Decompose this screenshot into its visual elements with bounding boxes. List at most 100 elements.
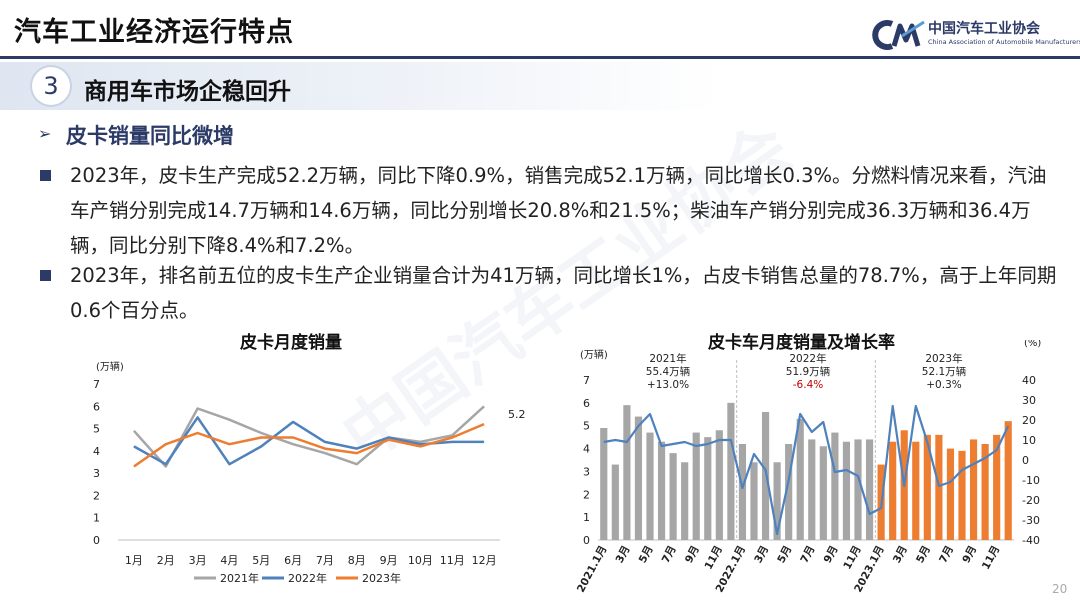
x-tick-label: 5月	[637, 544, 656, 565]
arrow-bullet-icon: ➢	[38, 124, 52, 143]
x-tick-label: 1月	[125, 554, 143, 567]
bar-2021-2022	[842, 441, 851, 540]
x-tick-label: 3月	[752, 544, 771, 565]
x-tick-label: 7月	[937, 544, 956, 565]
paragraph-production-sales: 2023年，皮卡生产完成52.2万辆，同比下降0.9%，销售完成52.1万辆，同…	[70, 164, 1047, 257]
x-tick-label: 5月	[252, 554, 270, 567]
bar-2023	[981, 444, 989, 540]
x-tick-label: 8月	[348, 554, 366, 567]
y-tick-label: 4	[93, 445, 100, 458]
bar-2021-2022	[808, 439, 816, 540]
x-tick-label: 9月	[380, 554, 398, 567]
page-number: 20	[1052, 582, 1068, 596]
x-tick-label: 11月	[703, 544, 725, 572]
y-tick-label: 7	[93, 378, 100, 391]
right-y-tick-label: -40	[1022, 534, 1040, 547]
legend-label: 2023年	[362, 571, 401, 585]
x-tick-label: 5月	[914, 544, 933, 565]
right-chart-title: 皮卡车月度销量及增长率	[708, 333, 895, 353]
legend-label: 2021年	[220, 571, 259, 585]
right-y-tick-label: 20	[1022, 414, 1036, 427]
bar-2021-2022	[865, 439, 874, 540]
y-axis-unit-label: (万辆)	[96, 360, 124, 373]
x-tick-label: 11月	[440, 554, 465, 567]
bar-2023	[969, 439, 978, 540]
left-y-tick-label: 7	[583, 374, 590, 387]
legend-label: 2022年	[288, 571, 327, 585]
x-tick-label: 3月	[891, 544, 910, 565]
annotation-rate: +0.3%	[926, 379, 961, 391]
bar-2023	[1004, 421, 1012, 540]
bar-2021-2022	[704, 437, 712, 540]
annotation-year: 2022年	[789, 352, 826, 365]
x-tick-label: 12月	[472, 554, 497, 567]
bar-2021-2022	[692, 432, 700, 540]
left-y-tick-label: 5	[583, 420, 590, 433]
x-tick-label: 11月	[980, 544, 1002, 572]
bar-2023	[946, 448, 955, 540]
brand-name: 中国汽车工业协会	[928, 21, 1040, 37]
annotation-total: 52.1万辆	[922, 365, 966, 378]
left-axis-unit-label: (万辆)	[580, 348, 608, 361]
x-tick-label: 9月	[822, 544, 841, 565]
monthly-sales-growth-bar-chart: (万辆) (%) 0 1 2 3 4 5 6 7 -40 -30 -20 -10 0 10 20 30 40 2021…	[575, 340, 1042, 594]
series-line-2023年	[133, 422, 485, 468]
right-y-tick-label: 0	[1022, 454, 1029, 467]
bar-2021-2022	[819, 446, 827, 540]
annotation-total: 55.4万辆	[646, 365, 690, 378]
bar-2021-2022	[611, 464, 619, 540]
annotation-total: 51.9万辆	[786, 365, 830, 378]
subsection-title: 皮卡销量同比微增	[66, 124, 234, 148]
bar-2021-2022	[773, 462, 781, 540]
square-bullet-icon	[40, 270, 51, 281]
y-tick-label: 0	[93, 534, 100, 547]
header-divider	[0, 56, 1080, 59]
left-y-tick-label: 3	[583, 465, 590, 478]
bar-2021-2022	[738, 444, 747, 540]
bar-2021-2022	[761, 412, 770, 540]
bar-2021-2022	[623, 405, 631, 540]
x-tick-label: 7月	[660, 544, 679, 565]
annotation-rate: +13.0%	[647, 379, 689, 391]
right-y-tick-label: 30	[1022, 394, 1036, 407]
y-tick-label: 5	[93, 423, 100, 436]
bar-2021-2022	[785, 444, 793, 540]
bar-2021-2022	[727, 402, 735, 540]
section-title: 商用车市场企稳回升	[84, 79, 291, 105]
bar-2021-2022	[831, 432, 839, 540]
right-y-tick-label: -20	[1022, 494, 1040, 507]
bar-2021-2022	[657, 441, 666, 540]
x-tick-label: 10月	[408, 554, 433, 567]
right-y-tick-label: -10	[1022, 474, 1040, 487]
bar-2021-2022	[854, 439, 862, 540]
bar-2023	[923, 434, 931, 540]
y-tick-label: 1	[93, 512, 100, 525]
section-number: 3	[32, 67, 70, 105]
left-y-tick-label: 4	[583, 443, 590, 456]
brand-english-name: China Association of Automobile Manufact…	[928, 38, 1080, 46]
x-tick-label: 7月	[798, 544, 817, 565]
x-tick-label: 5月	[775, 544, 794, 565]
bar-2023	[912, 441, 920, 540]
square-bullet-icon	[40, 170, 51, 181]
caam-logo-icon	[872, 20, 925, 50]
bar-2023	[993, 434, 1001, 540]
bar-2021-2022	[715, 430, 723, 540]
x-tick-label: 3月	[189, 554, 207, 567]
bar-2021-2022	[646, 432, 654, 540]
end-value-label: 5.2	[508, 408, 526, 421]
section-band	[0, 62, 720, 110]
page-title: 汽车工业经济运行特点	[14, 17, 294, 48]
growth-rate-line	[603, 404, 1010, 536]
paragraph-top-five: 2023年，排名前五位的皮卡生产企业销量合计为41万辆，同比增长1%，占皮卡销售…	[70, 264, 1057, 322]
x-tick-label: 9月	[683, 544, 702, 565]
right-y-tick-label: 40	[1022, 374, 1036, 387]
left-y-tick-label: 2	[583, 488, 590, 501]
x-tick-label: 7月	[316, 554, 334, 567]
x-tick-label: 3月	[614, 544, 633, 565]
bar-2021-2022	[600, 428, 608, 540]
right-axis-unit-label: (%)	[1024, 340, 1041, 349]
monthly-sales-line-chart: (万辆) 0 1 2 3 4 5 6 7 1月 2月 3月 4月 5月 6月 7月 8月 9月 10月 11月 12月 5…	[93, 360, 526, 585]
bar-2021-2022	[634, 416, 643, 540]
right-y-tick-label: 10	[1022, 434, 1036, 447]
